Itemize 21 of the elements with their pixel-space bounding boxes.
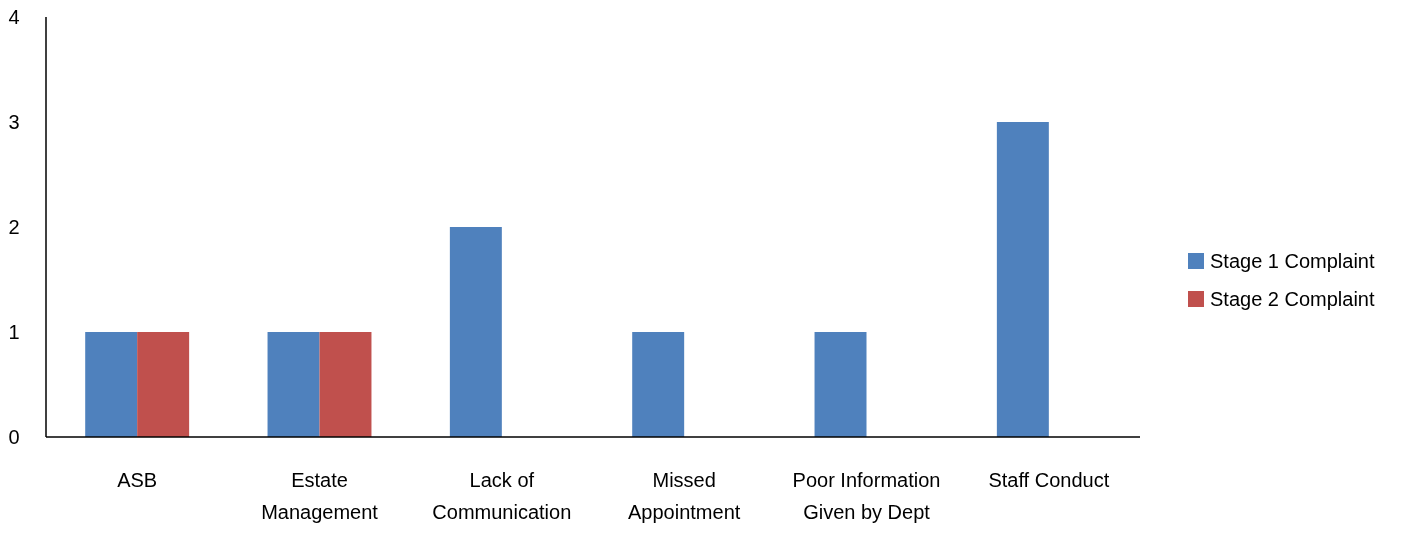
- x-tick-label: Estate Management: [261, 469, 379, 523]
- x-tick-label: Lack of Communication: [432, 469, 572, 523]
- y-tick-label: 3: [8, 111, 20, 133]
- bar: [449, 227, 502, 437]
- legend-label: Stage 2 Complaint: [1210, 288, 1375, 310]
- x-tick-label: Staff Conduct: [988, 469, 1110, 491]
- y-tick-label: 0: [8, 426, 20, 448]
- x-tick-label: Missed Appointment: [628, 469, 741, 523]
- y-tick-label: 2: [8, 216, 20, 238]
- bar: [85, 332, 138, 437]
- y-tick-label: 1: [8, 321, 20, 343]
- bar: [996, 122, 1049, 437]
- bar: [814, 332, 867, 437]
- bar: [137, 332, 190, 437]
- bar: [319, 332, 372, 437]
- bar: [632, 332, 685, 437]
- bar: [267, 332, 320, 437]
- x-tick-label: ASB: [117, 469, 158, 491]
- x-tick-label: Poor Information Given by Dept: [792, 469, 941, 523]
- y-tick-label: 4: [8, 6, 20, 28]
- legend-label: Stage 1 Complaint: [1210, 250, 1375, 272]
